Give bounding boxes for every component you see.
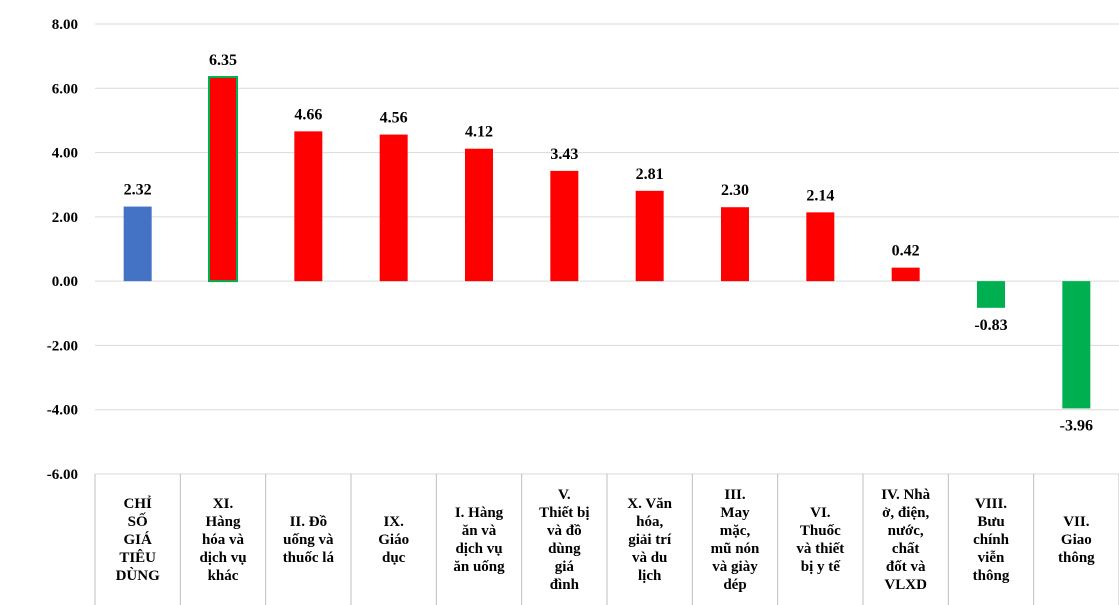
data-label: 4.66	[294, 106, 322, 123]
category-table	[94, 474, 1119, 605]
category-label: V. Thiết bị và đồ dùng giá đình	[539, 487, 589, 593]
y-tick-label: -4.00	[47, 403, 78, 419]
y-tick-label: 6.00	[52, 81, 78, 97]
bar	[635, 190, 664, 282]
category-label: I. Hàng ăn và dịch vụ ăn uống	[453, 505, 505, 575]
data-label: 6.35	[209, 52, 237, 69]
y-tick-label: 0.00	[52, 274, 78, 290]
y-tick-label: 2.00	[52, 210, 78, 226]
y-tick-label: 8.00	[52, 17, 78, 33]
category-label: II. Đồ uống và thuốc lá	[283, 514, 335, 566]
y-tick-label: 4.00	[52, 146, 78, 162]
data-label: 2.32	[124, 182, 152, 199]
category-label: III. May mặc, mũ nón và giày dép	[711, 487, 760, 593]
category-label: VII. Giao thông	[1058, 514, 1095, 566]
y-tick-label: -6.00	[47, 467, 78, 483]
data-label: -0.83	[974, 317, 1007, 334]
data-label: 2.14	[806, 187, 834, 204]
bar	[208, 76, 238, 283]
category-label: IV. Nhà ở, điện, nước, chất đốt và VLXD	[881, 487, 930, 593]
gridlines	[95, 23, 1119, 475]
data-labels: 2.32 6.35 4.66 4.56 4.12 3.43 2.81 2.30 2.14 0.42…	[124, 52, 1093, 434]
category-labels: CHỈ SỐ GIÁ TIÊU DÙNG XI. Hàng hóa và dịch vụ khác…	[116, 487, 1096, 593]
bar	[1062, 281, 1091, 409]
data-label: 2.81	[636, 166, 664, 183]
bar	[721, 207, 749, 282]
bar	[294, 131, 323, 282]
bar	[123, 206, 152, 282]
bar	[891, 267, 920, 282]
data-label: 3.43	[550, 146, 578, 163]
category-label: VIII. Bưu chính viễn thông	[973, 496, 1010, 584]
category-label: VI. Thuốc và thiết bị y tế	[796, 505, 844, 575]
bar	[977, 281, 1005, 308]
data-label: 4.56	[380, 110, 408, 127]
category-label: CHỈ SỐ GIÁ TIÊU DÙNG	[116, 495, 160, 584]
data-label: 0.42	[892, 243, 920, 260]
data-label: 2.30	[721, 182, 749, 199]
bar	[806, 212, 835, 282]
y-tick-label: -2.00	[47, 338, 78, 354]
y-axis: 8.00 6.00 4.00 2.00 0.00 -2.00 -4.00 -6.00	[47, 17, 78, 483]
bar	[550, 170, 579, 282]
category-label: XI. Hàng hóa và dịch vụ khác	[199, 496, 246, 584]
data-label: 4.12	[465, 124, 493, 141]
bars	[123, 76, 1091, 409]
bar	[465, 148, 493, 282]
data-label: -3.96	[1060, 417, 1093, 434]
bar	[379, 134, 408, 282]
category-label: IX. Giáo dục	[378, 514, 409, 566]
category-label: X. Văn hóa, giải trí và du lịch	[627, 496, 672, 584]
